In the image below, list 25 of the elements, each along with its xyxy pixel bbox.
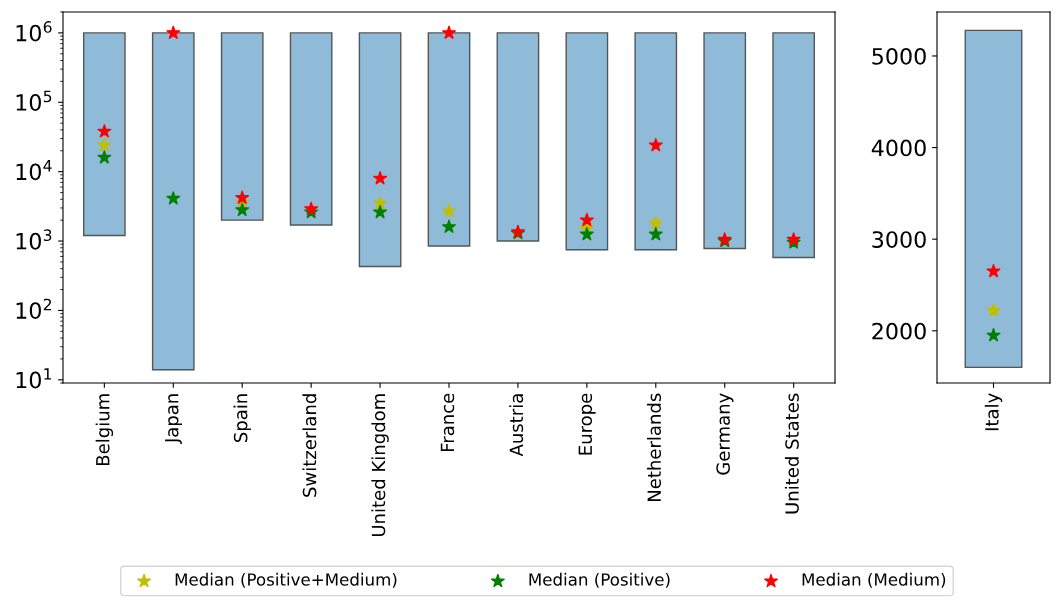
x-tick-label: Japan [165, 394, 183, 445]
legend-label: Median (Positive+Medium) [175, 572, 397, 588]
x-tick-label: United Kingdom [371, 394, 389, 537]
y-tick-label: 10$^{2}$ [16, 298, 51, 320]
y-tick-label: 10$^{1}$ [16, 368, 52, 389]
y-tick-label: 10$^{3}$ [16, 229, 52, 250]
y-tick-label: 5000 [872, 47, 926, 65]
legend-label: Median (Positive) [529, 572, 670, 588]
x-tick-label: Netherlands [647, 393, 662, 502]
y-tick-label: 10$^{5}$ [16, 90, 52, 111]
x-tick-label: United States [784, 393, 799, 514]
x-tick-label: Austria [509, 394, 524, 457]
x-tick-label: Switzerland [302, 394, 317, 497]
x-tick-label: France [440, 393, 455, 451]
y-tick-label: 10$^{6}$ [16, 21, 52, 42]
x-tick-label: Belgium [95, 394, 114, 465]
x-tick-label: Germany [716, 393, 734, 475]
y-tick-label: 2000 [872, 322, 926, 340]
y-tick-label: 4000 [871, 139, 926, 157]
x-tick-label: Italy [984, 393, 1003, 431]
x-tick-label: Europe [578, 393, 596, 455]
y-tick-label: 10$^{4}$ [16, 160, 52, 181]
x-tick-label: Spain [233, 394, 251, 442]
legend-label: Median (Medium) [802, 572, 946, 588]
y-tick-label: 3000 [872, 231, 926, 248]
